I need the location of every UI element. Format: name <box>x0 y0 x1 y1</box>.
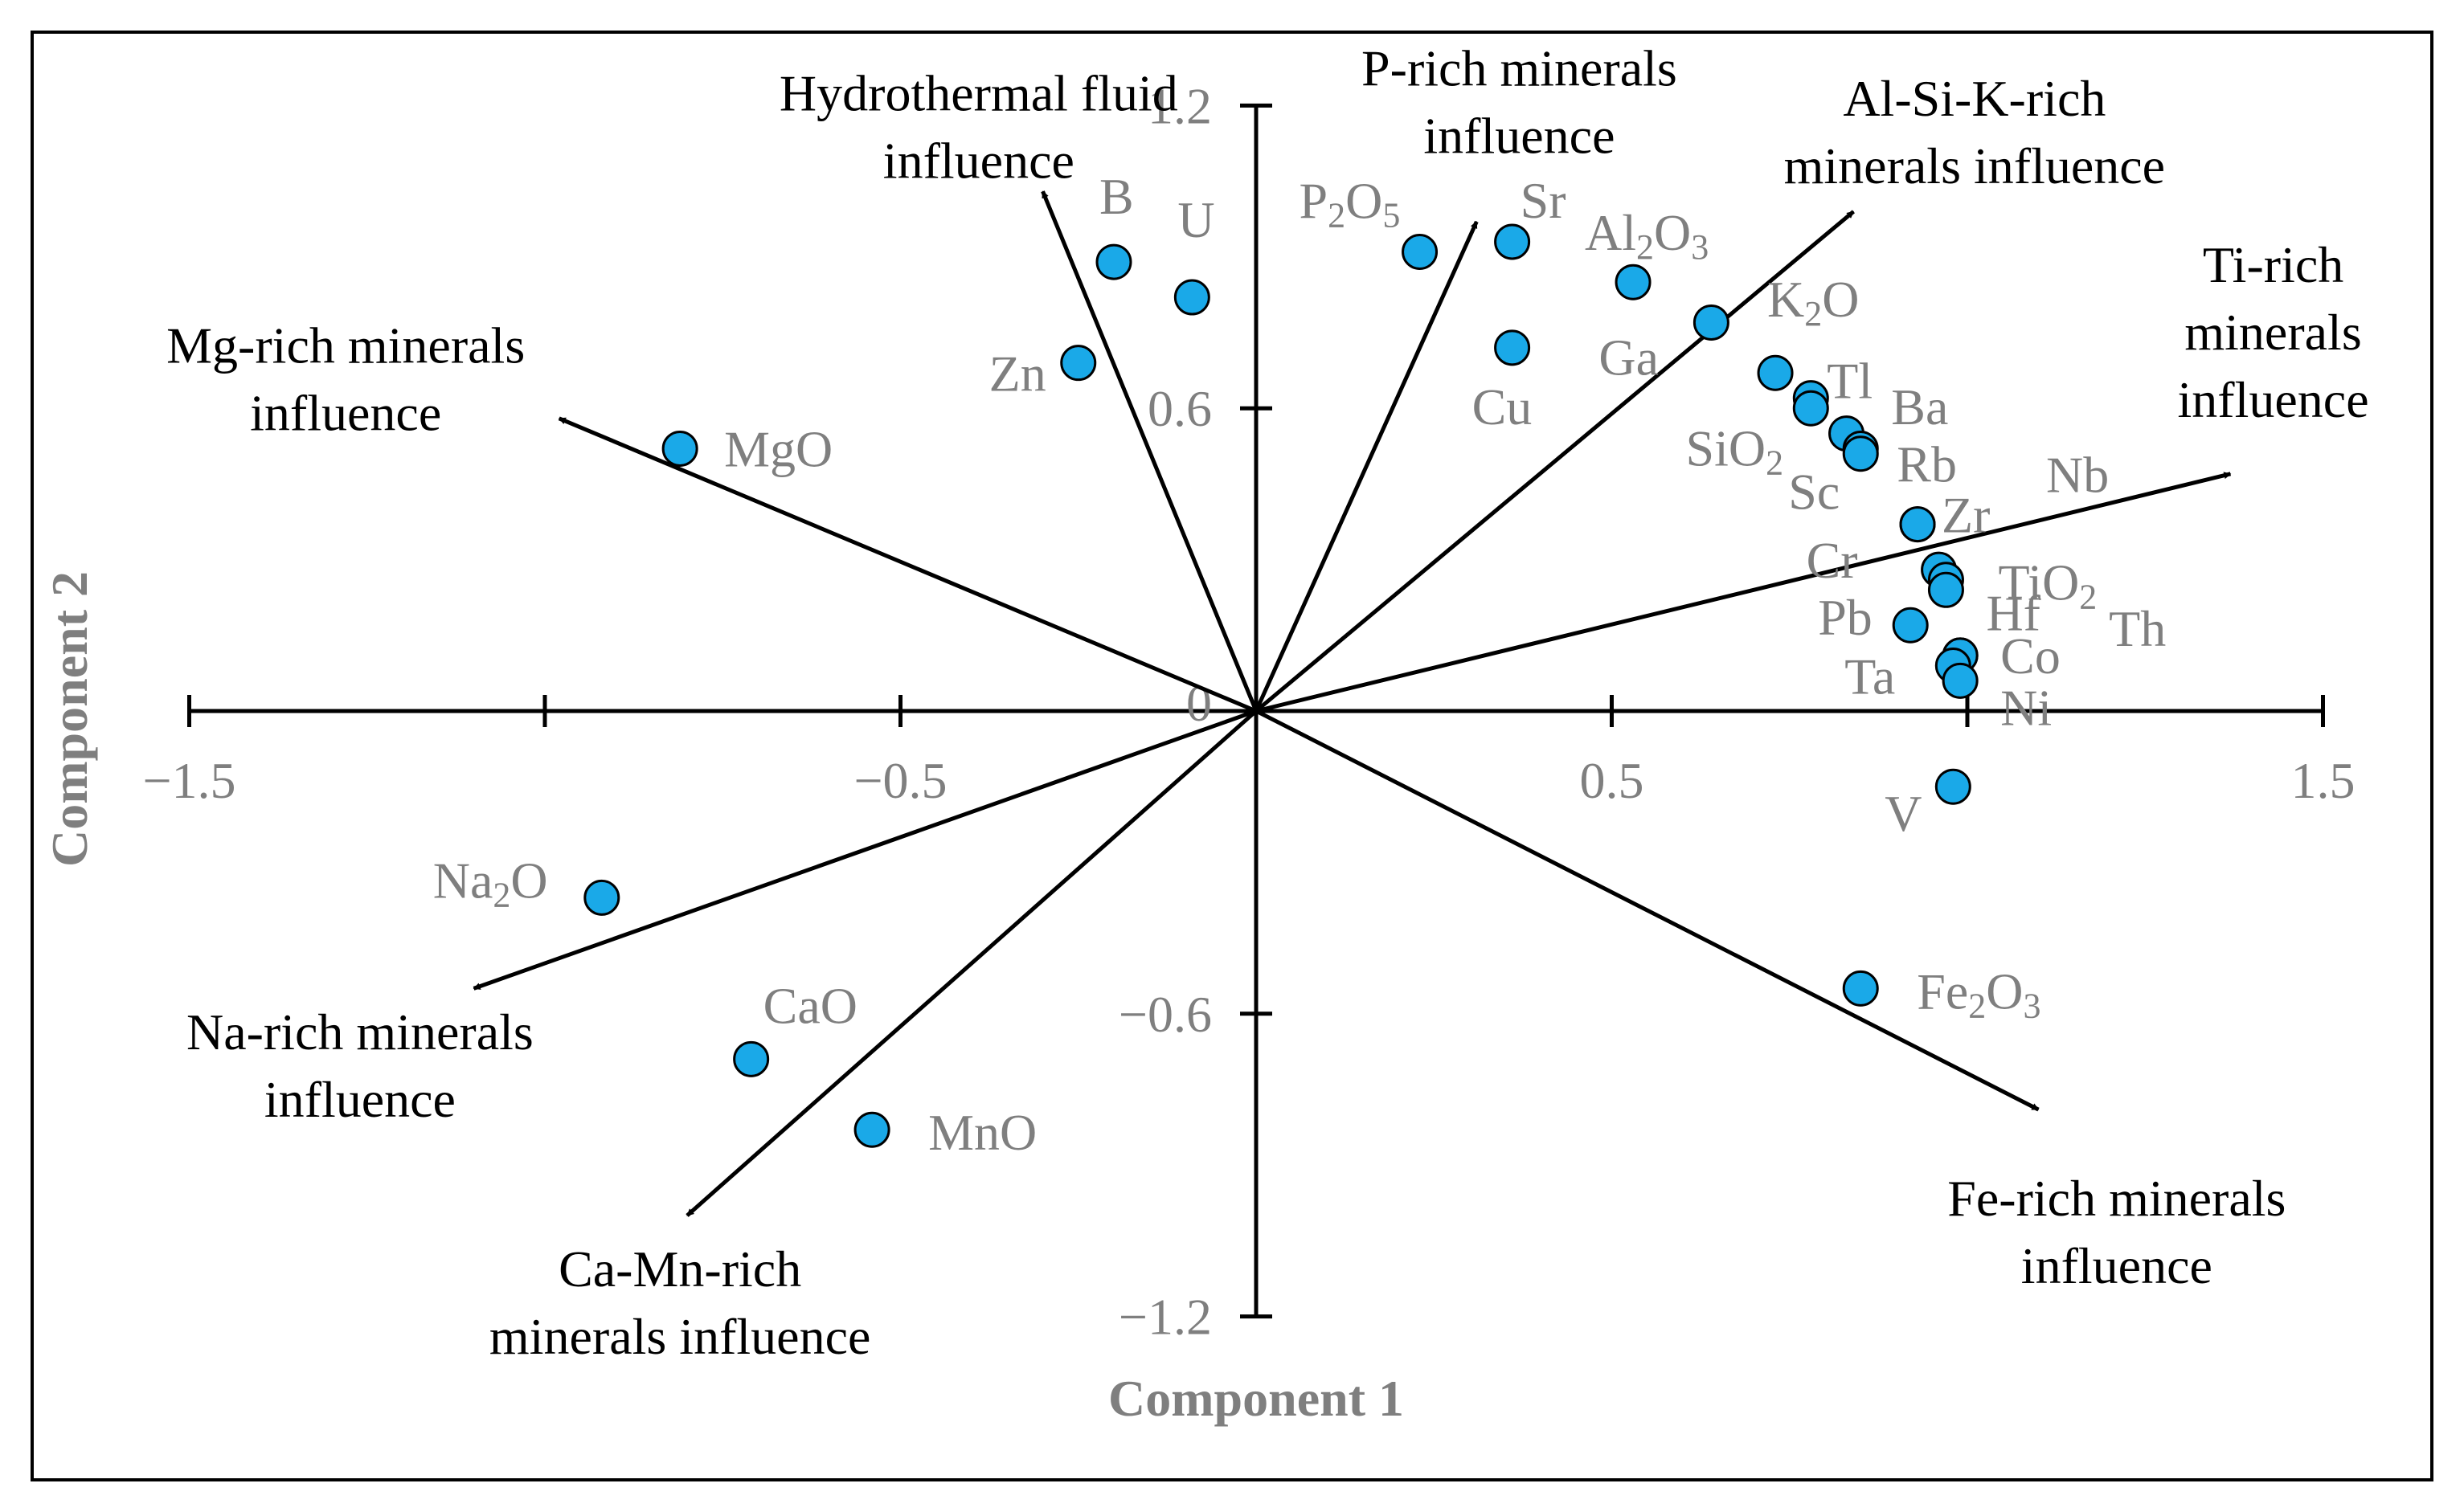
data-point-label: Ni <box>2000 679 2052 736</box>
data-point-label: Pb <box>1818 589 1873 646</box>
data-point <box>1494 329 1531 366</box>
data-point-label: Rb <box>1897 436 1957 493</box>
loading-vector-label: Na-rich minerals influence <box>186 1003 534 1128</box>
data-point <box>1692 304 1729 341</box>
x-tick-label: −1.5 <box>142 752 235 809</box>
data-point <box>1892 607 1929 644</box>
data-point-label: P2O5 <box>1300 173 1401 235</box>
y-tick-label: −0.6 <box>1119 986 1212 1043</box>
data-point <box>853 1111 890 1148</box>
data-point <box>1927 571 1964 608</box>
data-point-label: SiO2 <box>1686 420 1784 483</box>
data-point-label: Cr <box>1807 532 1858 589</box>
loading-vector-arrow <box>1041 190 1259 712</box>
loading-vector-arrow <box>473 709 1257 991</box>
data-point <box>1934 768 1971 805</box>
loading-vector-arrow <box>1255 472 2232 713</box>
data-point-label: Fe2O3 <box>1917 962 2040 1025</box>
data-point <box>1757 354 1794 391</box>
data-point-label: Cu <box>1472 378 1533 435</box>
data-point-label: Sr <box>1521 172 1566 229</box>
data-point-label: Th <box>2109 600 2166 657</box>
data-point-label: Al2O3 <box>1585 204 1709 267</box>
data-point-label: Sc <box>1788 463 1840 520</box>
loading-vector-arrow <box>686 709 1258 1217</box>
data-point <box>1942 662 1979 699</box>
data-point-label: V <box>1885 785 1922 842</box>
x-tick-label: −0.5 <box>853 752 947 809</box>
loading-vector-arrow <box>558 416 1257 713</box>
data-point-label: U <box>1177 191 1214 248</box>
loading-vector-arrow <box>1254 220 1479 713</box>
y-axis-title: Component 2 <box>41 571 98 867</box>
loading-vector-label: Hydrothermal fluid influence <box>780 65 1178 190</box>
chart-frame <box>31 31 2433 1481</box>
data-point-label: Co <box>2000 627 2061 684</box>
y-tick-label: 1.2 <box>1148 77 1212 134</box>
loading-vector-label: Ca-Mn-rich minerals influence <box>489 1240 870 1365</box>
data-point-label: Nb <box>2046 447 2109 504</box>
data-point <box>1402 234 1439 271</box>
data-point-label: B <box>1099 168 1134 225</box>
data-point-label: Hf <box>1986 584 2040 641</box>
data-point-label: Zr <box>1942 487 1990 544</box>
data-point-label: MnO <box>928 1104 1037 1161</box>
data-point <box>583 879 620 916</box>
data-point-label: CaO <box>763 977 857 1034</box>
loading-vector-arrow <box>1255 210 1856 713</box>
y-tick-label: −1.2 <box>1119 1289 1212 1346</box>
loading-vector-label: Mg-rich minerals influence <box>166 317 525 442</box>
y-tick-label: 0.6 <box>1148 380 1212 437</box>
loading-vector-label: Al-Si-K-rich minerals influence <box>1784 70 2165 194</box>
x-tick-label: 0.5 <box>1580 752 1644 809</box>
data-point-label: K2O <box>1767 271 1859 333</box>
loading-vector-label: P-rich minerals influence <box>1361 39 1677 164</box>
data-point <box>1899 506 1936 543</box>
data-point-label: Na2O <box>433 852 548 914</box>
data-point <box>1494 223 1531 260</box>
data-point-label: Tl <box>1827 353 1873 410</box>
data-point-label: Ba <box>1891 378 1948 435</box>
data-point <box>661 430 698 467</box>
data-point-label: MgO <box>724 420 833 477</box>
data-point <box>1095 243 1132 280</box>
data-point <box>1060 345 1097 382</box>
x-axis-title: Component 1 <box>1108 1370 1404 1427</box>
data-point <box>1615 264 1652 300</box>
data-point <box>1792 390 1829 427</box>
data-point-label: Zn <box>989 345 1046 403</box>
loading-vector-arrow <box>1255 709 2040 1112</box>
data-point <box>1173 279 1210 316</box>
data-point <box>1842 435 1879 472</box>
axes: −1.5 −0.5 0.5 1.51.20.60−0.6−1.2 <box>142 77 2355 1345</box>
loading-vectors: Hydrothermal fluid influence P-rich minera… <box>166 39 2368 1365</box>
data-point <box>733 1040 770 1077</box>
loading-vector-label: Fe-rich minerals influence <box>1947 1170 2286 1294</box>
data-point-label: Ga <box>1598 329 1659 386</box>
data-point-label: Ta <box>1844 648 1895 705</box>
loading-vector-label: Ti-rich minerals influence <box>2178 236 2369 428</box>
x-tick-label: 1.5 <box>2291 752 2356 809</box>
data-point <box>1842 970 1879 1007</box>
